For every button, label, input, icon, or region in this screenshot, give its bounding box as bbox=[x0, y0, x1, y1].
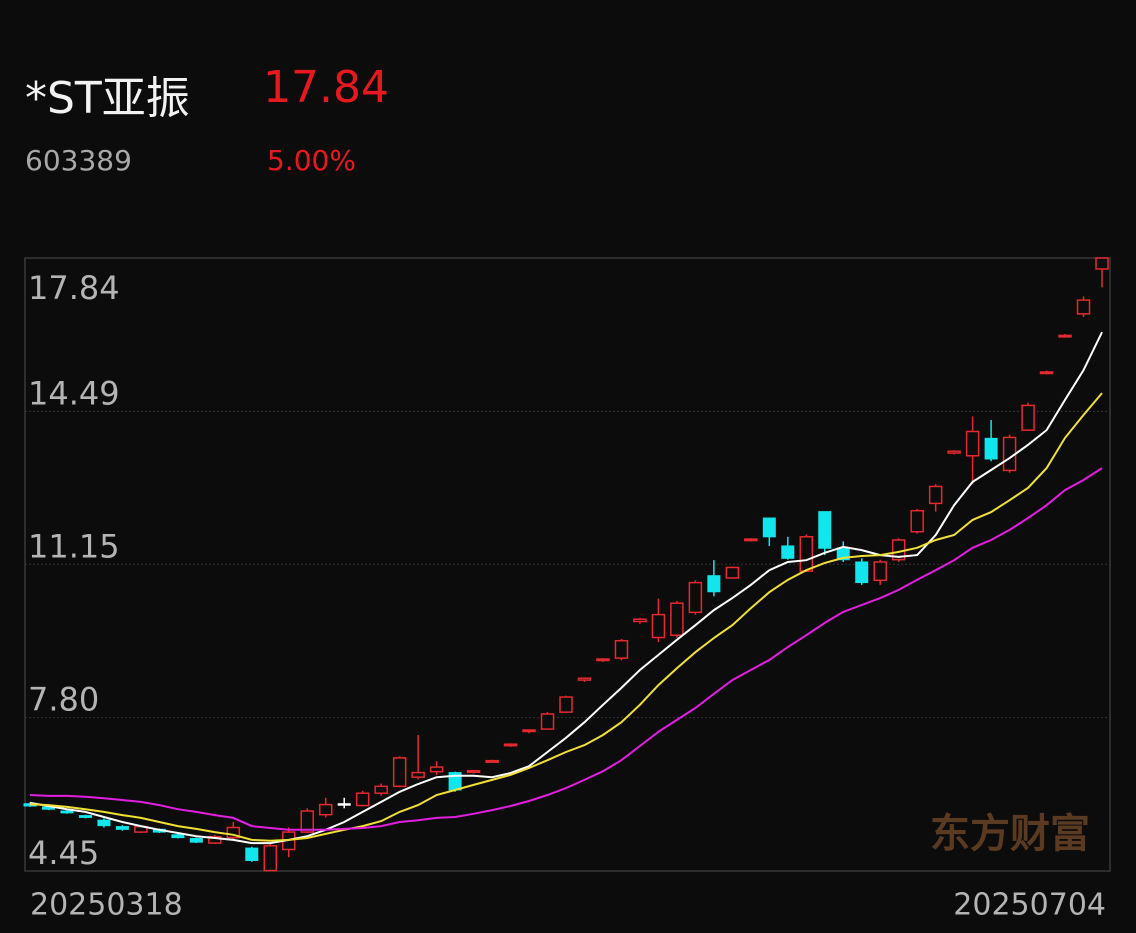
candle-body bbox=[355, 792, 370, 807]
candle-body bbox=[300, 810, 314, 833]
candle-body bbox=[97, 819, 111, 827]
stock-code: 603389 bbox=[25, 144, 132, 177]
candle-body bbox=[762, 517, 776, 538]
candle-body bbox=[707, 575, 721, 593]
candle-body bbox=[189, 837, 203, 843]
candle-body bbox=[318, 803, 333, 816]
x-tick-label: 20250704 bbox=[953, 888, 1106, 923]
candle-body bbox=[1076, 299, 1091, 315]
candle-body bbox=[577, 677, 592, 681]
stock-name: *ST亚振 bbox=[25, 73, 190, 124]
candle-body bbox=[245, 847, 259, 861]
candle-body bbox=[965, 430, 980, 457]
candle-body bbox=[226, 826, 241, 839]
candle-body bbox=[1039, 371, 1054, 375]
candle-body bbox=[744, 538, 758, 542]
moving-average-line bbox=[29, 467, 1103, 831]
candle-body bbox=[670, 602, 684, 636]
candle-body bbox=[910, 509, 924, 533]
candle-body bbox=[115, 826, 129, 830]
candle-body bbox=[466, 769, 481, 773]
candle-body bbox=[688, 581, 703, 614]
candle-body bbox=[429, 766, 444, 773]
candle-body bbox=[873, 561, 887, 582]
y-tick-label: 7.80 bbox=[28, 681, 99, 719]
candle-body bbox=[263, 845, 278, 872]
candle-body bbox=[1058, 334, 1072, 338]
candle-body bbox=[614, 639, 629, 659]
candle-body bbox=[374, 785, 388, 794]
candle-body bbox=[633, 618, 647, 623]
price-change: 5.00% bbox=[267, 144, 356, 177]
candle-body bbox=[78, 815, 92, 818]
candle-body bbox=[928, 485, 943, 505]
candle-body bbox=[818, 511, 832, 549]
candle-body bbox=[855, 561, 869, 584]
y-tick-label: 14.49 bbox=[28, 374, 120, 412]
candle-body bbox=[725, 566, 740, 579]
candle-body bbox=[596, 658, 610, 662]
stock-price: 17.84 bbox=[263, 62, 389, 113]
candle-body bbox=[984, 437, 998, 460]
moving-average-line bbox=[29, 392, 1103, 842]
watermark: 东方财富 bbox=[930, 810, 1090, 857]
y-tick-label: 4.45 bbox=[28, 834, 99, 872]
candle-body bbox=[337, 803, 351, 806]
candle-body bbox=[171, 834, 185, 839]
candle-body bbox=[392, 757, 407, 788]
candle-body bbox=[799, 536, 814, 572]
candle-body bbox=[947, 450, 961, 454]
x-tick-label: 20250318 bbox=[30, 888, 183, 923]
candle-body bbox=[836, 547, 850, 561]
y-tick-label: 11.15 bbox=[28, 527, 120, 565]
candle-body bbox=[1095, 257, 1109, 270]
candle-body bbox=[522, 729, 536, 733]
candle-body bbox=[411, 771, 425, 778]
candle-body bbox=[540, 713, 555, 730]
candle-body bbox=[651, 613, 666, 639]
candle-body bbox=[503, 743, 518, 747]
candle-body bbox=[485, 759, 499, 763]
moving-average-line bbox=[29, 331, 1103, 845]
candle-body bbox=[208, 835, 222, 844]
candle-body bbox=[559, 696, 573, 713]
y-tick-label: 17.84 bbox=[28, 269, 120, 307]
candle-body bbox=[781, 545, 795, 559]
candle-body bbox=[1021, 404, 1035, 431]
candle-body bbox=[60, 810, 74, 814]
